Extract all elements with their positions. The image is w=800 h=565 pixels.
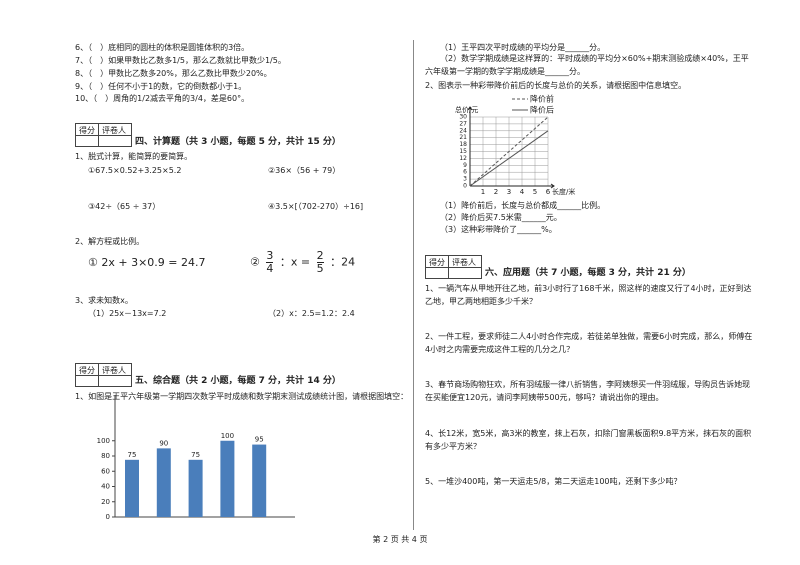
score-box: 得分 评卷人 bbox=[425, 255, 482, 279]
denominator: 5 bbox=[316, 262, 324, 275]
section-title: 六、应用题（共 7 小题，每题 3 分，共计 21 分） bbox=[485, 268, 691, 278]
y-axis bbox=[467, 106, 473, 186]
y-tick-label: 9 bbox=[463, 162, 467, 169]
section-title: 四、计算题（共 3 小题，每题 5 分，共计 15 分） bbox=[135, 137, 341, 147]
bar bbox=[125, 459, 139, 517]
question: 1、如图是王平六年级第一学期四次数学平时成绩和数学期末测试成绩统计图，请根据图填… bbox=[75, 392, 409, 401]
numerator: 2 bbox=[316, 249, 324, 263]
data-label: 100 bbox=[221, 432, 234, 440]
y-tick-label: 3 bbox=[463, 176, 467, 183]
sub-question: （1）王平四次平时成绩的平均分是______分。 bbox=[440, 43, 606, 52]
equation: ① 2x + 3×0.9 = 24.7 bbox=[88, 256, 206, 269]
grader-label: 评卷人 bbox=[452, 258, 476, 267]
y-tick-label: 20 bbox=[101, 498, 110, 506]
data-label: 95 bbox=[255, 436, 264, 444]
score-label: 得分 bbox=[429, 258, 445, 267]
y-tick-label: 40 bbox=[101, 483, 110, 491]
question: 3、求未知数x。 bbox=[75, 296, 133, 305]
y-tick-label: 18 bbox=[459, 141, 467, 148]
y-tick-label: 15 bbox=[459, 148, 467, 155]
eq-text: ：24 bbox=[330, 255, 356, 269]
x-tick-label: 2 bbox=[494, 188, 498, 196]
question: 4、长12米，宽5米，高3米的教室，抹上石灰，扣除门窗黑板面积9.8平方米，抹石… bbox=[425, 429, 752, 451]
x-tick-label: 6 bbox=[546, 188, 551, 196]
y-axis-label: 总价/元 bbox=[455, 105, 478, 114]
y-tick-label: 30 bbox=[459, 114, 467, 121]
y-tick-label: 80 bbox=[101, 452, 110, 460]
statement: 8、（ ）甲数比乙数多20%，那么乙数比甲数少20%。 bbox=[75, 69, 272, 78]
x-axis-label: 长度/米 bbox=[552, 187, 575, 196]
grader-label: 评卷人 bbox=[102, 126, 126, 135]
data-label: 90 bbox=[159, 439, 168, 447]
question: 2、解方程或比例。 bbox=[75, 237, 145, 246]
statement: 9、（ ）任何不小于1的数，它的倒数都小于1。 bbox=[75, 82, 247, 91]
question: 1、脱式计算，能简算的要简算。 bbox=[75, 152, 193, 161]
bar bbox=[188, 459, 203, 517]
y-tick-label: 100 bbox=[97, 437, 110, 445]
score-box: 得分 评卷人 bbox=[75, 123, 132, 147]
sub-question: （3）这种彩带降价了______%。 bbox=[440, 225, 557, 234]
bar bbox=[156, 448, 171, 517]
data-label: 75 bbox=[128, 451, 137, 459]
expression: ②36×（56 + 79） bbox=[268, 166, 341, 175]
equation: （1）25x－13x=7.2 bbox=[88, 309, 167, 318]
statement: 7、（ ）如果甲数比乙数多1/5，那么乙数就比甲数少1/5。 bbox=[75, 56, 286, 65]
y-tick-label: 6 bbox=[463, 169, 467, 176]
sub-question: （2）降价后买7.5米需______元。 bbox=[440, 213, 562, 222]
score-label: 得分 bbox=[79, 366, 95, 375]
numerator: 3 bbox=[266, 249, 274, 263]
y-tick-label: 0 bbox=[463, 183, 467, 190]
footer: 第 2 页 共 4 页 bbox=[372, 535, 428, 544]
bar bbox=[252, 444, 267, 517]
question: 2、图表示一种彩带降价前后的长度与总价的关系，请根据图中信息填空。 bbox=[425, 81, 687, 90]
score-box: 得分 评卷人 bbox=[75, 363, 132, 387]
sub-question: （1）降价前后，长度与总价都成______比例。 bbox=[440, 201, 606, 210]
bar-chart: 0 20 40 60 80 100 75 90 75 100 95 bbox=[97, 395, 295, 521]
expression: ④3.5×[（702-270）÷16] bbox=[268, 202, 364, 211]
x-tick-label: 5 bbox=[533, 188, 537, 196]
divider bbox=[413, 40, 414, 530]
series-line bbox=[469, 116, 549, 187]
x-axis bbox=[470, 183, 555, 189]
question: 5、一堆沙400吨，第一天运走5/8，第二天运走100吨，还剩下多少吨？ bbox=[425, 477, 682, 486]
y-tick-label: 21 bbox=[459, 134, 467, 141]
y-tick-label: 60 bbox=[101, 467, 110, 475]
y-tick-label: 27 bbox=[459, 120, 467, 127]
sub-question: （2）数学学期成绩是这样算的：平时成绩的平均分×60%+期末测验成绩×40%，王… bbox=[425, 54, 749, 76]
eq-mark: ② bbox=[250, 255, 260, 269]
y-tick-label: 0 bbox=[106, 513, 110, 521]
statement: 10、（ ）周角的1/2减去平角的3/4，差是60°。 bbox=[75, 94, 250, 103]
question: 3、春节商场购物狂欢，所有羽绒服一律八折销售，李阿姨想买一件羽绒服，导购员告诉她… bbox=[425, 380, 751, 402]
question: 1、一辆汽车从甲地开往乙地，前3小时行了168千米，照这样的速度又行了4小时，正… bbox=[425, 284, 752, 306]
expression: ③42÷（65 ÷ 37） bbox=[88, 202, 161, 211]
grader-label: 评卷人 bbox=[102, 366, 126, 375]
score-label: 得分 bbox=[79, 126, 95, 135]
denominator: 4 bbox=[266, 262, 274, 275]
section-title: 五、综合题（共 2 小题，每题 7 分，共计 14 分） bbox=[135, 376, 341, 386]
y-tick-label: 24 bbox=[459, 127, 467, 134]
equation: （2）x：2.5=1.2：2.4 bbox=[268, 309, 355, 318]
y-tick-label: 12 bbox=[459, 155, 467, 162]
eq-text: ：x = bbox=[279, 255, 311, 269]
series-line bbox=[469, 130, 549, 187]
statement: 6、（ ）底相同的圆柱的体积是圆锥体积的3倍。 bbox=[75, 43, 250, 52]
question: 2、一件工程，要求师徒二人4小时合作完成，若徒弟单独做，需要6小时完成，那么，师… bbox=[425, 332, 753, 354]
x-tick-label: 3 bbox=[507, 188, 511, 196]
data-label: 75 bbox=[191, 451, 200, 459]
legend-label: 降价前 bbox=[530, 94, 554, 104]
legend-label: 降价后 bbox=[530, 105, 554, 115]
x-tick-label: 4 bbox=[520, 188, 525, 196]
bar bbox=[220, 440, 235, 517]
expression: ①67.5×0.52+3.25×5.2 bbox=[88, 166, 182, 175]
x-tick-label: 1 bbox=[481, 188, 485, 196]
